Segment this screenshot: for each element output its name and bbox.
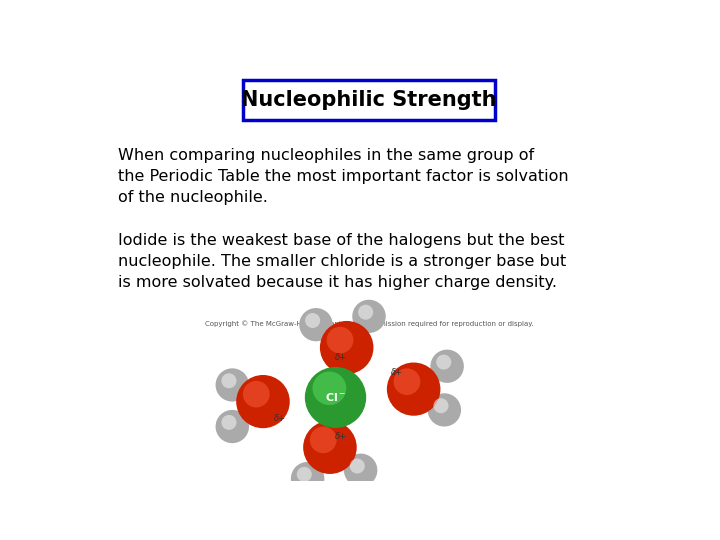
- Ellipse shape: [291, 462, 324, 495]
- Text: Iodide is the weakest base of the halogens but the best
nucleophile. The smaller: Iodide is the weakest base of the haloge…: [118, 233, 566, 290]
- Ellipse shape: [215, 410, 249, 443]
- Ellipse shape: [310, 427, 337, 453]
- Ellipse shape: [433, 399, 449, 413]
- Text: Cl$^-$: Cl$^-$: [325, 392, 346, 403]
- Ellipse shape: [297, 467, 312, 482]
- FancyBboxPatch shape: [243, 80, 495, 120]
- Ellipse shape: [300, 308, 333, 341]
- Ellipse shape: [222, 373, 236, 388]
- Text: δ+: δ+: [335, 433, 347, 441]
- Ellipse shape: [387, 362, 441, 416]
- Ellipse shape: [320, 321, 374, 374]
- Ellipse shape: [243, 381, 270, 408]
- Text: δ+: δ+: [391, 368, 403, 377]
- Ellipse shape: [350, 458, 365, 474]
- Text: δ+: δ+: [335, 354, 347, 362]
- Ellipse shape: [436, 355, 451, 369]
- Text: Copyright © The McGraw-Hill Companies, Inc. Permission required for reproduction: Copyright © The McGraw-Hill Companies, I…: [204, 321, 534, 327]
- Ellipse shape: [305, 367, 366, 428]
- Text: Nucleophilic Strength: Nucleophilic Strength: [241, 90, 497, 110]
- Ellipse shape: [344, 454, 377, 487]
- Ellipse shape: [305, 313, 320, 328]
- Text: δ+: δ+: [274, 414, 286, 423]
- Ellipse shape: [352, 300, 386, 333]
- Ellipse shape: [394, 368, 420, 395]
- Ellipse shape: [215, 368, 249, 402]
- Ellipse shape: [303, 421, 356, 474]
- Ellipse shape: [236, 375, 289, 428]
- Text: When comparing nucleophiles in the same group of
the Periodic Table the most imp: When comparing nucleophiles in the same …: [118, 148, 569, 205]
- Ellipse shape: [222, 415, 236, 430]
- Ellipse shape: [327, 327, 354, 353]
- Ellipse shape: [428, 393, 461, 427]
- Ellipse shape: [358, 305, 373, 320]
- Ellipse shape: [312, 372, 346, 405]
- Ellipse shape: [431, 349, 464, 383]
